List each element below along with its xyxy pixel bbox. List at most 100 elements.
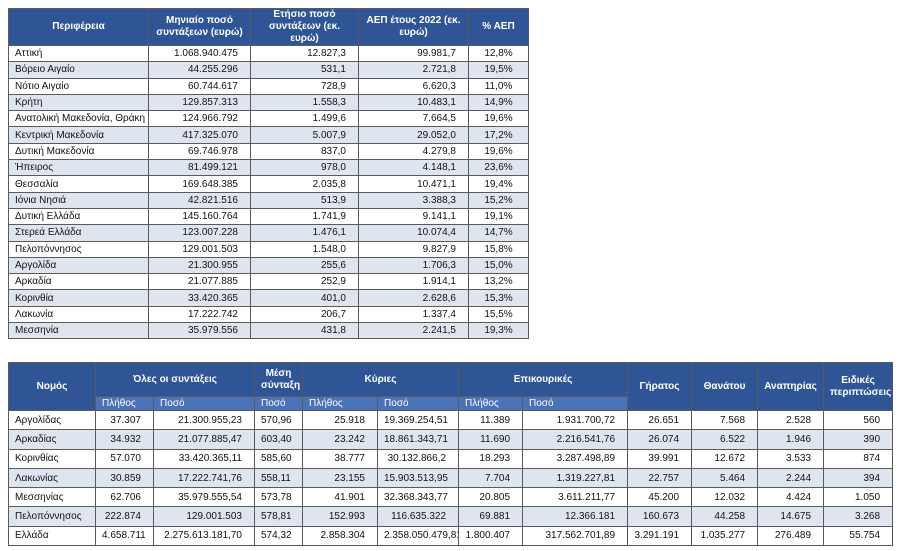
table-cell: 585,60: [254, 448, 303, 469]
table-cell: 10.483,1: [358, 93, 469, 112]
column-header: Γήρατος: [627, 362, 693, 411]
column-header: % ΑΕΠ: [468, 8, 529, 46]
subcolumn-header: Ποσό: [376, 396, 460, 411]
table-cell: 417.325.070: [148, 126, 251, 144]
table-cell: 18.861.343,71: [376, 429, 460, 450]
table-cell: 10.074,4: [358, 224, 469, 242]
table-cell: 124.966.792: [148, 110, 251, 128]
table-cell: 390: [823, 429, 894, 450]
table-cell: 152.993: [302, 506, 378, 527]
table-cell: 1.741,9: [250, 207, 359, 226]
regions-table: Περιφέρεια Μηνιαίο ποσό συντάξεων (ευρώ) Ε…: [8, 8, 529, 340]
table-cell: 255,6: [250, 256, 359, 275]
table-cell: 69.881: [458, 506, 524, 527]
table-row: Μεσσηνία 35.979.556 431,8 2.241,5 19,3%: [8, 322, 529, 340]
table-cell: 11.389: [458, 409, 524, 431]
table-row: Αττική 1.068.940.475 12.827,3 99.981,7 12,8%: [8, 44, 529, 63]
table-cell: 17.222.741,76: [153, 467, 255, 489]
column-header: Περιφέρεια: [8, 8, 149, 46]
table-cell: 23.155: [302, 467, 378, 489]
table-cell: 1.946: [757, 429, 825, 450]
table-cell: 12,8%: [468, 44, 529, 63]
table-cell: 15,2%: [468, 191, 529, 209]
table-cell: 18.293: [458, 448, 524, 469]
table-cell: 1.558,3: [250, 93, 359, 112]
table-cell: 69.746.978: [148, 142, 251, 161]
table-cell: 2.858.304: [302, 525, 378, 547]
table-cell: 32.368.343,77: [376, 487, 460, 508]
table-cell: 2.216.541,76: [522, 429, 629, 450]
table-cell: 4.148,1: [358, 159, 469, 177]
column-header: Αναπηρίας: [757, 362, 825, 411]
column-header: Κύριες: [301, 362, 460, 397]
table-cell: 41.901: [302, 487, 378, 508]
table-cell: 42.821.516: [148, 191, 251, 209]
table-cell: Αργολίδα: [8, 256, 149, 275]
table-cell: 123.007.228: [148, 224, 251, 242]
table-cell: Ιόνια Νησιά: [8, 191, 149, 209]
table-cell: 10.471,1: [358, 175, 469, 193]
table-cell: 1.800.407: [458, 525, 524, 547]
table-cell: Ήπειρος: [8, 159, 149, 177]
table-cell: 6.522: [691, 429, 759, 450]
table-cell: 1.931.700,72: [522, 409, 629, 431]
table-cell: 4.279,8: [358, 142, 469, 161]
table-row: Πελοπόννησος 222.874 129.001.503 578,81 152.…: [8, 506, 894, 527]
table-cell: Πελοπόννησος: [8, 240, 149, 258]
table-cell: 2.035,8: [250, 175, 359, 193]
table-cell: 26.074: [627, 429, 693, 450]
column-header: Ετήσιο ποσό συντάξεων (εκ. ευρώ): [250, 8, 359, 46]
table-cell: 12.366.181: [522, 506, 629, 527]
table-row: Μεσσηνίας 62.706 35.979.555,54 573,78 41.901…: [8, 487, 894, 508]
table-row: Αργολίδας 37.307 21.300.955,23 570,96 25.918…: [8, 409, 894, 431]
column-header: Θανάτου: [691, 362, 759, 411]
table-cell: 13,2%: [468, 273, 529, 291]
table-cell: 12.827,3: [250, 44, 359, 63]
table-cell: 17.222.742: [148, 305, 251, 324]
table-row: Ανατολική Μακεδονία, Θράκη 124.966.792 1.4…: [8, 110, 529, 128]
table-cell: Αρκαδίας: [8, 429, 96, 450]
table-cell: 3.287.498,89: [522, 448, 629, 469]
table-cell: Νότιο Αιγαίο: [8, 77, 149, 95]
table-cell: 837,0: [250, 142, 359, 161]
table-cell: 531,1: [250, 61, 359, 79]
table-cell: 3.388,3: [358, 191, 469, 209]
table-cell: 44.255.296: [148, 61, 251, 79]
table-cell: Αργολίδας: [8, 409, 96, 431]
table-cell: 3.291.191: [627, 525, 693, 547]
table-cell: Κεντρική Μακεδονία: [8, 126, 149, 144]
table-cell: 15,3%: [468, 289, 529, 307]
table-cell: Βόρειο Αιγαίο: [8, 61, 149, 79]
table-cell: 2.275.613.181,70: [153, 525, 255, 547]
table-cell: 17,2%: [468, 126, 529, 144]
table-cell: Αττική: [8, 44, 149, 63]
table-cell: 22.757: [627, 467, 693, 489]
table-cell: 1.068.940.475: [148, 44, 251, 63]
table-cell: 30.132.866,2: [376, 448, 460, 469]
table-cell: 1.914,1: [358, 273, 469, 291]
table-cell: 30.859: [95, 467, 154, 489]
table-cell: 578,81: [254, 506, 303, 527]
column-header: ΑΕΠ έτους 2022 (εκ. ευρώ): [358, 8, 469, 46]
table-cell: 19,3%: [468, 322, 529, 340]
table-cell: 1.319.227,81: [522, 467, 629, 489]
table-cell: Δυτική Ελλάδα: [8, 207, 149, 226]
table-cell: 7.704: [458, 467, 524, 489]
table-cell: Στερεά Ελλάδα: [8, 224, 149, 242]
table-row: Κορινθία 33.420.365 401,0 2.628,6 15,3%: [8, 289, 529, 307]
table-cell: 394: [823, 467, 894, 489]
table-row: Αρκαδίας 34.932 21.077.885,47 603,40 23.242 1…: [8, 429, 894, 450]
table-cell: 14.675: [757, 506, 825, 527]
column-header: Ειδικές περιπτώσεις: [823, 362, 894, 411]
table-cell: 15.903.513,95: [376, 467, 460, 489]
table-cell: 317.562.701,89: [522, 525, 629, 547]
subcolumn-header: Ποσό: [153, 396, 255, 411]
table-cell: 6.620,3: [358, 77, 469, 95]
table-row: Λακωνίας 30.859 17.222.741,76 558,11 23.155 1…: [8, 467, 894, 489]
table-cell: 9.827,9: [358, 240, 469, 258]
table-cell: 26.651: [627, 409, 693, 431]
column-header: Όλες οι συντάξεις: [95, 362, 255, 397]
column-header: Μέση σύνταξη: [254, 362, 303, 397]
table-cell: 21.077.885: [148, 273, 251, 291]
table-cell: 206,7: [250, 305, 359, 324]
